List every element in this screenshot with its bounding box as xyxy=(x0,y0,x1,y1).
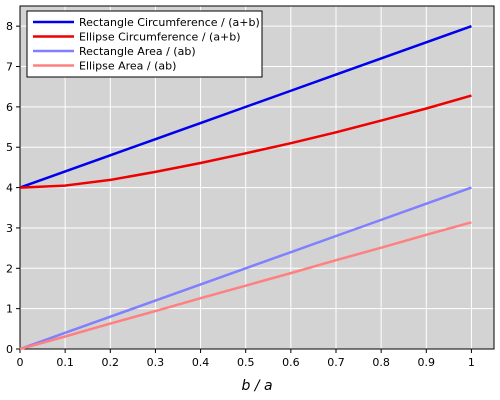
x-tick-label: 0.5 xyxy=(237,356,255,369)
y-tick-label: 4 xyxy=(6,182,13,195)
x-tick-label: 0.6 xyxy=(282,356,300,369)
legend: Rectangle Circumference / (a+b) Ellipse C… xyxy=(26,10,263,78)
x-tick-label: 0 xyxy=(17,356,24,369)
series-group xyxy=(19,25,472,351)
y-tick-label: 7 xyxy=(6,61,13,74)
x-tick-label: 0.2 xyxy=(102,356,120,369)
x-tick-label: 0.4 xyxy=(192,356,210,369)
axes xyxy=(16,5,495,353)
y-tick-label: 2 xyxy=(6,262,13,275)
x-tick-label: 0.7 xyxy=(327,356,345,369)
legend-label: Ellipse Circumference / (a+b) xyxy=(79,31,241,44)
series-line-1 xyxy=(19,25,472,189)
x-tick-label: 0.3 xyxy=(147,356,165,369)
y-tick-label: 0 xyxy=(6,343,13,356)
x-tick-label: 1 xyxy=(468,356,475,369)
x-tick-label: 0.1 xyxy=(56,356,74,369)
y-tick-label: 1 xyxy=(6,303,13,316)
series-line-3 xyxy=(19,186,472,351)
x-tick-label: 0.9 xyxy=(418,356,436,369)
plot-frame xyxy=(19,5,495,350)
y-tick-label: 6 xyxy=(6,101,13,114)
legend-label: Rectangle Area / (ab) xyxy=(79,45,196,58)
legend-label: Rectangle Circumference / (a+b) xyxy=(79,16,260,29)
y-tick-label: 3 xyxy=(6,222,13,235)
tick-labels: 0 0.1 0.2 0.3 0.4 0.5 0.6 0.7 0.8 0.9 1 0 1 2 3 4 5 6 7 8 xyxy=(6,20,475,369)
series-line-4 xyxy=(19,221,472,351)
y-tick-label: 5 xyxy=(6,141,13,154)
legend-label: Ellipse Area / (ab) xyxy=(79,60,176,73)
series-line-2 xyxy=(19,94,472,189)
x-tick-label: 0.8 xyxy=(372,356,390,369)
x-axis-title: b / a xyxy=(241,378,272,394)
y-tick-label: 8 xyxy=(6,20,13,33)
